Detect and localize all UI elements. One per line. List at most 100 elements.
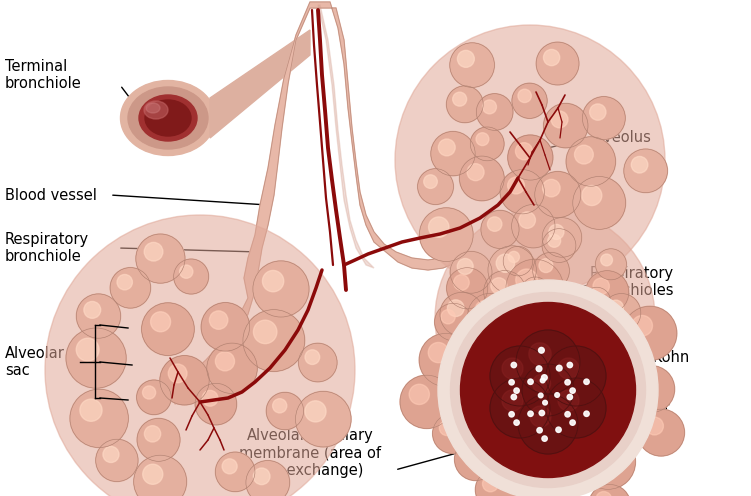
Circle shape	[454, 275, 469, 290]
Circle shape	[441, 310, 455, 324]
Circle shape	[173, 259, 209, 294]
Circle shape	[448, 300, 464, 316]
Circle shape	[551, 111, 568, 128]
Circle shape	[558, 358, 579, 379]
Text: Alveolar-capillary
membrane (area of
gas exchange): Alveolar-capillary membrane (area of gas…	[239, 428, 381, 478]
Circle shape	[537, 428, 542, 433]
Circle shape	[521, 277, 549, 305]
Polygon shape	[318, 5, 374, 268]
Circle shape	[470, 127, 504, 161]
Circle shape	[95, 439, 138, 482]
Circle shape	[144, 243, 163, 261]
Circle shape	[530, 406, 551, 427]
Circle shape	[502, 390, 523, 411]
Polygon shape	[210, 30, 310, 138]
Circle shape	[134, 455, 187, 496]
Circle shape	[503, 247, 532, 276]
Circle shape	[559, 303, 588, 332]
Circle shape	[253, 261, 309, 317]
Ellipse shape	[144, 101, 168, 119]
Circle shape	[431, 131, 475, 176]
Circle shape	[151, 312, 170, 332]
Polygon shape	[172, 2, 470, 404]
Circle shape	[488, 246, 536, 294]
Circle shape	[515, 393, 550, 427]
Circle shape	[586, 271, 629, 314]
Circle shape	[500, 170, 544, 214]
Circle shape	[546, 346, 606, 406]
Circle shape	[587, 292, 598, 303]
Circle shape	[458, 339, 490, 371]
Circle shape	[508, 135, 553, 180]
Circle shape	[207, 343, 258, 393]
Circle shape	[567, 362, 572, 368]
Circle shape	[566, 137, 616, 186]
Circle shape	[539, 258, 553, 273]
Circle shape	[450, 43, 494, 87]
Circle shape	[540, 378, 545, 383]
Circle shape	[539, 410, 544, 416]
Circle shape	[502, 358, 523, 379]
Circle shape	[195, 383, 237, 425]
Circle shape	[77, 294, 121, 338]
Circle shape	[632, 315, 653, 336]
Text: Alveolus: Alveolus	[590, 130, 652, 145]
Circle shape	[468, 293, 512, 338]
Circle shape	[518, 89, 531, 103]
Circle shape	[565, 379, 570, 385]
Circle shape	[564, 308, 575, 319]
Circle shape	[552, 391, 581, 421]
Circle shape	[582, 186, 602, 205]
Circle shape	[530, 368, 539, 377]
Circle shape	[635, 373, 653, 391]
Circle shape	[511, 394, 517, 400]
Circle shape	[267, 392, 303, 430]
Circle shape	[137, 419, 180, 461]
Circle shape	[542, 218, 582, 257]
Circle shape	[596, 492, 612, 496]
Text: Canals
of Lambert: Canals of Lambert	[590, 384, 670, 416]
Circle shape	[490, 334, 527, 372]
Circle shape	[110, 268, 151, 308]
Circle shape	[103, 446, 119, 462]
Circle shape	[467, 164, 484, 181]
Circle shape	[160, 356, 210, 405]
Circle shape	[262, 270, 284, 292]
Circle shape	[556, 365, 562, 371]
Circle shape	[526, 282, 537, 292]
Circle shape	[567, 394, 572, 400]
Circle shape	[464, 345, 476, 357]
Circle shape	[483, 100, 496, 114]
Circle shape	[584, 379, 590, 384]
Circle shape	[596, 249, 626, 280]
Text: Respiratory
bronchiole: Respiratory bronchiole	[5, 232, 89, 264]
Circle shape	[538, 347, 544, 353]
Circle shape	[535, 172, 581, 218]
Circle shape	[298, 343, 337, 382]
Circle shape	[590, 444, 611, 465]
Circle shape	[596, 332, 630, 366]
Circle shape	[508, 251, 520, 262]
Circle shape	[435, 303, 472, 341]
Circle shape	[424, 175, 437, 188]
Circle shape	[400, 375, 454, 429]
Circle shape	[542, 229, 576, 262]
Circle shape	[80, 399, 102, 421]
Circle shape	[395, 25, 665, 295]
Circle shape	[546, 378, 606, 438]
Circle shape	[556, 427, 561, 433]
Circle shape	[475, 469, 517, 496]
Circle shape	[460, 156, 504, 201]
Circle shape	[305, 350, 320, 365]
Circle shape	[446, 86, 483, 123]
Circle shape	[565, 412, 570, 417]
Circle shape	[496, 340, 511, 355]
Circle shape	[646, 417, 663, 435]
Circle shape	[628, 366, 674, 413]
Circle shape	[487, 217, 502, 231]
Circle shape	[601, 254, 613, 266]
Circle shape	[509, 412, 514, 417]
Circle shape	[528, 411, 533, 417]
Ellipse shape	[128, 87, 208, 149]
Circle shape	[542, 436, 547, 441]
